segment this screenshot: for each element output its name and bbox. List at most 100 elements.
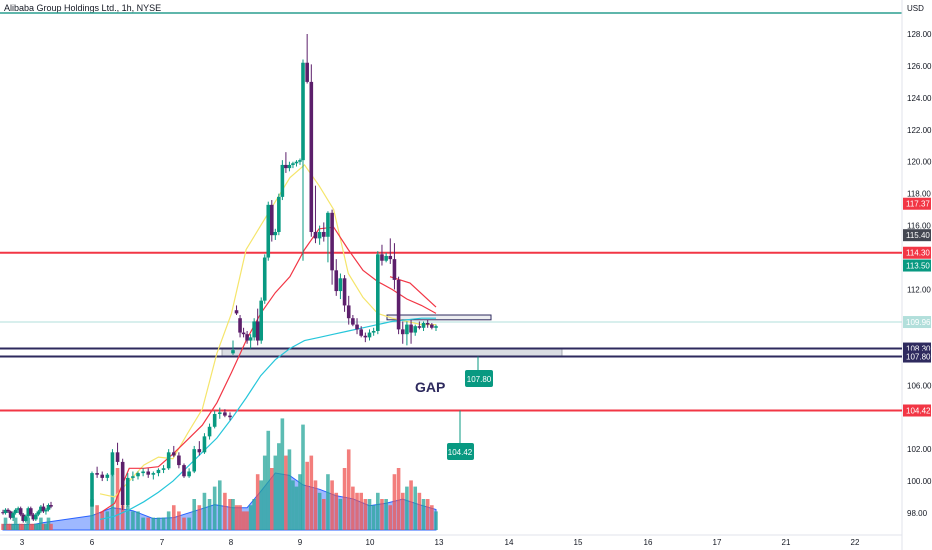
gap-zone bbox=[221, 348, 563, 357]
volume-bar bbox=[334, 492, 339, 530]
candle-body bbox=[338, 278, 343, 292]
ema-mid-tail bbox=[389, 276, 437, 308]
volume-bar bbox=[223, 492, 227, 530]
volume-bar bbox=[294, 486, 299, 530]
volume-bar bbox=[120, 505, 125, 530]
candle-body bbox=[326, 212, 330, 237]
chart-title: Alibaba Group Holdings Ltd., 1h, NYSE bbox=[4, 3, 162, 13]
candle-body bbox=[359, 329, 363, 336]
y-tick-label: 128.00 bbox=[907, 30, 932, 39]
volume-bar bbox=[355, 492, 359, 530]
volume-bar bbox=[392, 474, 397, 530]
candle-body bbox=[207, 426, 212, 437]
volume-bar bbox=[202, 492, 207, 530]
volume-bar bbox=[245, 511, 249, 530]
x-tick-label: 6 bbox=[90, 538, 95, 547]
candle-body bbox=[21, 514, 26, 521]
volume-bar bbox=[371, 505, 376, 530]
price-label-tag bbox=[903, 229, 931, 242]
candle-body bbox=[39, 506, 43, 512]
candle-body bbox=[241, 332, 246, 335]
volume-bar bbox=[90, 499, 94, 530]
volume-bar bbox=[405, 486, 409, 530]
candle-body bbox=[409, 324, 413, 333]
volume-bar bbox=[18, 523, 23, 530]
volume-bar bbox=[363, 499, 368, 530]
candle-body bbox=[342, 278, 347, 306]
volume-bar bbox=[234, 505, 239, 530]
volume-bar bbox=[28, 523, 33, 530]
volume-bar bbox=[197, 505, 202, 530]
candle-body bbox=[197, 449, 202, 453]
candle-body bbox=[400, 329, 405, 335]
callout-107-80-text: 107.80 bbox=[467, 375, 492, 384]
volume-bar bbox=[156, 517, 161, 530]
candle-body bbox=[396, 279, 401, 330]
callout-104-42-text: 104.42 bbox=[448, 448, 473, 457]
volume-bar bbox=[182, 517, 186, 530]
volume-bar bbox=[421, 499, 426, 530]
candle-body bbox=[8, 511, 13, 518]
volume-bar bbox=[259, 480, 264, 530]
candle-body bbox=[23, 516, 28, 521]
ema-mid-line bbox=[99, 226, 437, 514]
volume-bar bbox=[338, 499, 343, 530]
candle-body bbox=[305, 62, 309, 82]
volume-bar bbox=[16, 523, 20, 530]
x-tick-label: 17 bbox=[713, 538, 722, 547]
candle-body bbox=[301, 62, 305, 161]
candle-body bbox=[245, 334, 249, 341]
candle-body bbox=[156, 469, 161, 474]
candle-body bbox=[90, 473, 94, 507]
volume-bar bbox=[1, 523, 5, 530]
y-tick-label: 120.00 bbox=[907, 158, 932, 167]
volume-bar bbox=[192, 499, 197, 530]
volume-bar bbox=[95, 505, 99, 530]
candle-body bbox=[182, 465, 186, 477]
volume-bar bbox=[212, 486, 217, 530]
candle-body bbox=[363, 335, 368, 338]
candle-body bbox=[269, 204, 274, 236]
volume-bar bbox=[105, 511, 110, 530]
volume-bar bbox=[241, 511, 246, 530]
candle-body bbox=[146, 471, 151, 475]
candle-body bbox=[259, 300, 264, 341]
candle-body bbox=[255, 321, 260, 341]
volume-bar bbox=[346, 449, 351, 530]
y-tick-label: 106.00 bbox=[907, 381, 932, 390]
volume-bar bbox=[177, 511, 181, 530]
candle-body bbox=[287, 164, 292, 169]
candle-body bbox=[115, 452, 120, 462]
price-label-text: 115.40 bbox=[906, 231, 930, 240]
volume-bar bbox=[26, 517, 31, 530]
volume-bar bbox=[266, 430, 271, 530]
volume-bar bbox=[131, 511, 135, 530]
volume-bar bbox=[8, 523, 13, 530]
candle-body bbox=[231, 350, 235, 354]
volume-bar bbox=[13, 517, 18, 530]
y-tick-label: 122.00 bbox=[907, 126, 932, 135]
candle-body bbox=[384, 255, 388, 261]
price-label-tag bbox=[903, 316, 931, 329]
price-label-text: 108.30 bbox=[906, 345, 931, 354]
ema-slow-line bbox=[99, 317, 436, 520]
currency-label: USD bbox=[907, 4, 924, 13]
volume-bar bbox=[298, 474, 302, 530]
volume-bar bbox=[376, 492, 380, 530]
candle-body bbox=[405, 324, 409, 335]
candle-body bbox=[31, 514, 36, 520]
volume-bar bbox=[269, 468, 274, 530]
candle-body bbox=[166, 452, 171, 469]
y-tick-label: 98.00 bbox=[907, 509, 928, 518]
volume-bar bbox=[309, 455, 314, 530]
volume-bar bbox=[301, 424, 305, 530]
volume-bar bbox=[110, 474, 115, 530]
volume-bar bbox=[166, 511, 171, 530]
candle-body bbox=[125, 477, 130, 506]
x-tick-label: 13 bbox=[435, 538, 444, 547]
candle-body bbox=[192, 449, 197, 472]
candle-body bbox=[105, 474, 110, 478]
x-tick-label: 7 bbox=[160, 538, 165, 547]
candle-body bbox=[425, 322, 430, 325]
